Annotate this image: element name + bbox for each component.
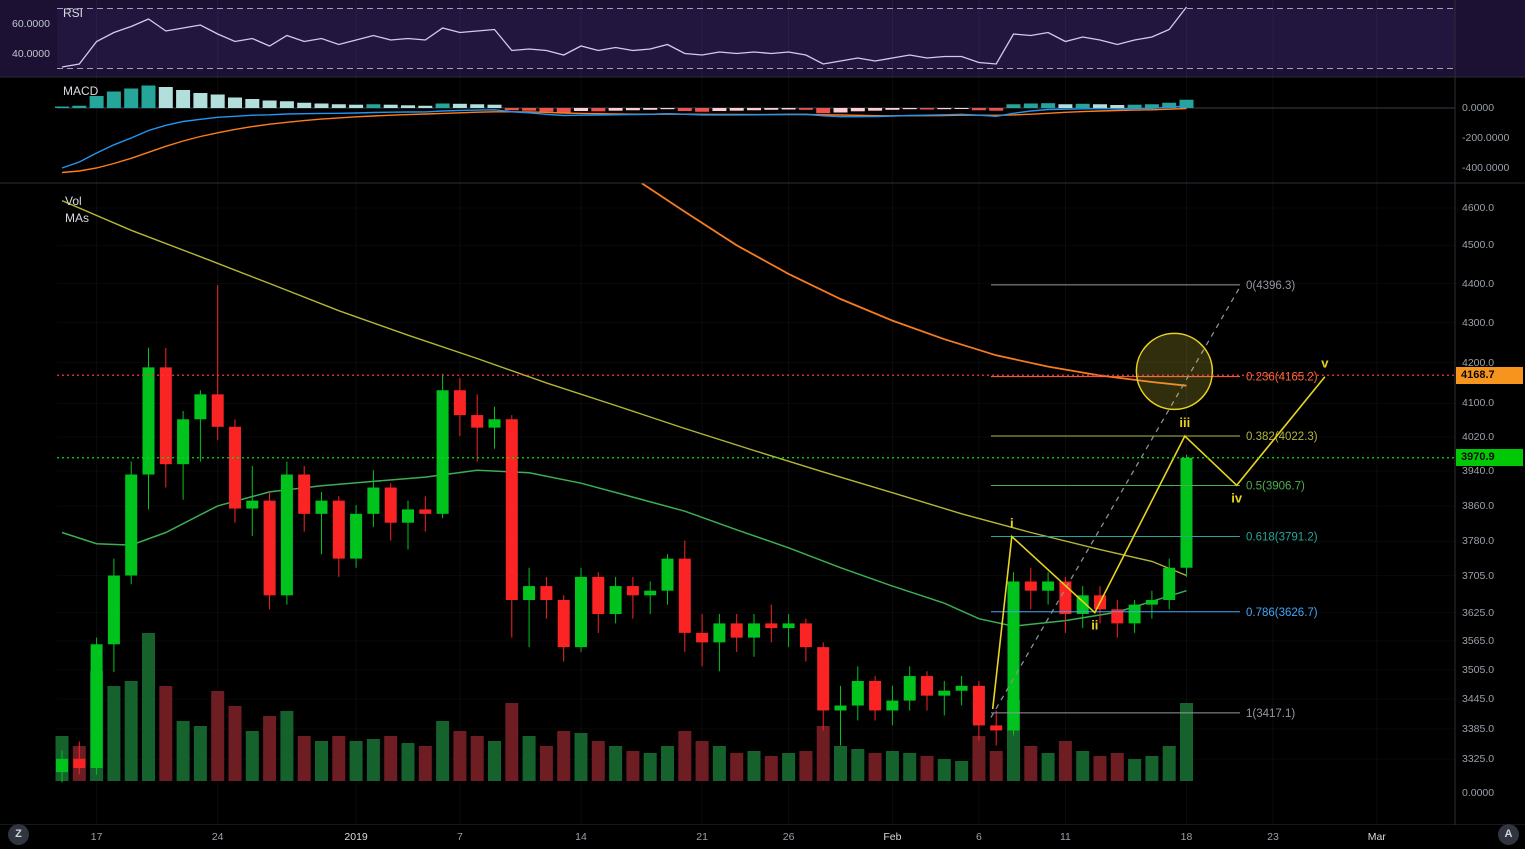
wave-label-iii: iii [1179,415,1190,430]
axis-tick-label: 3860.0 [1462,499,1495,512]
axis-tick-label: 18 [1180,831,1193,843]
axis-tick-label: 4300.0 [1462,316,1495,329]
fib-level-label: 0(4396.3) [1246,280,1295,292]
fib-level-label: 0.5(3906.7) [1246,480,1305,492]
axis-tick-label: 4400.0 [1462,277,1495,290]
axis-tick-label: 3940.0 [1462,465,1495,478]
price-badge-4168: 4168.7 [1456,366,1523,384]
axis-tick-label: -200.0000 [1462,132,1510,144]
macd-plot [55,85,1455,174]
candles [56,285,1193,783]
rsi-axis-label-60: 60.0000 [12,17,50,30]
fib-level-label: 0.382(4022.3) [1246,431,1318,443]
axis-tick-label: 3625.0 [1462,606,1495,619]
axis-tick-label: 14 [575,831,587,843]
account-button[interactable]: A [1498,824,1519,845]
time-axis[interactable]: 17 24 2019 7 14 21 26 Feb 6 11 18 23 Mar [0,825,1525,849]
axis-tick-label: 11 [1059,831,1071,843]
axis-tick-label: 0.0000 [1462,102,1495,114]
axis-tick-label: 3325.0 [1462,753,1495,766]
rsi-panel-bg [0,0,1525,77]
axis-tick-label: 7 [456,831,463,843]
axis-tick-label: 0.0000 [1462,787,1495,799]
rsi-axis-label-40: 40.0000 [12,47,50,60]
axis-tick-label: 4600.0 [1462,202,1495,214]
axis-tick-label: 3385.0 [1462,722,1495,735]
axis-tick-label: -400.0000 [1462,162,1510,174]
axis-tick-label: 4500.0 [1462,239,1495,252]
account-button-label: A [1504,828,1513,840]
volume-indicator-label: Vol [65,194,82,208]
moving-averages [61,182,1187,627]
macd-panel-label: MACD [63,84,99,98]
wave-label-v: v [1321,356,1329,371]
axis-tick-label: 24 [211,831,224,843]
logo-button[interactable]: Z [8,824,29,845]
logo-button-label: Z [15,828,22,840]
axis-tick-label: 4100.0 [1462,397,1495,410]
price-axis[interactable]: 4600.0 4500.0 4400.0 4300.0 4200.0 4100.0 4020… [1456,0,1525,825]
last-price-badge: 3970.9 [1456,449,1523,467]
axis-tick-label: 2019 [344,831,368,843]
wave-label-i: i [1010,516,1014,531]
axis-tick-label: Feb [883,831,902,843]
axis-tick-label: 3705.0 [1462,569,1495,582]
axis-tick-label: 3565.0 [1462,634,1495,647]
axis-tick-label: 3780.0 [1462,535,1495,548]
axis-tick-label: 4200.0 [1462,356,1495,369]
axis-tick-label: Mar [1367,831,1386,843]
fib-level-label: 0.236(4165.2) [1246,372,1318,384]
axis-tick-label: 3445.0 [1462,693,1495,706]
fib-level-label: 0.786(3626.7) [1246,607,1318,619]
wave-label-ii: ii [1091,618,1098,633]
rsi-panel-label: RSI [63,6,84,20]
axis-tick-label: 3505.0 [1462,663,1495,676]
dashed-trendline[interactable] [990,286,1241,718]
axis-tick-label: 21 [696,831,708,843]
wave-label-iv: iv [1231,490,1243,505]
axis-tick-label: 26 [782,831,795,843]
fib-level-label: 1(3417.1) [1246,708,1295,720]
fib-level-label: 0.618(3791.2) [1246,531,1318,543]
axis-tick-label: 4020.0 [1462,430,1495,443]
axis-tick-label: 6 [975,831,982,843]
grid [57,0,1455,825]
rsi-plot [57,6,1455,69]
moving-averages-label: MAs [65,211,89,225]
axis-tick-label: 17 [90,831,103,843]
axis-tick-label: 23 [1267,831,1279,843]
volume-bars [55,633,1193,781]
highlight-circle[interactable] [1135,332,1214,411]
